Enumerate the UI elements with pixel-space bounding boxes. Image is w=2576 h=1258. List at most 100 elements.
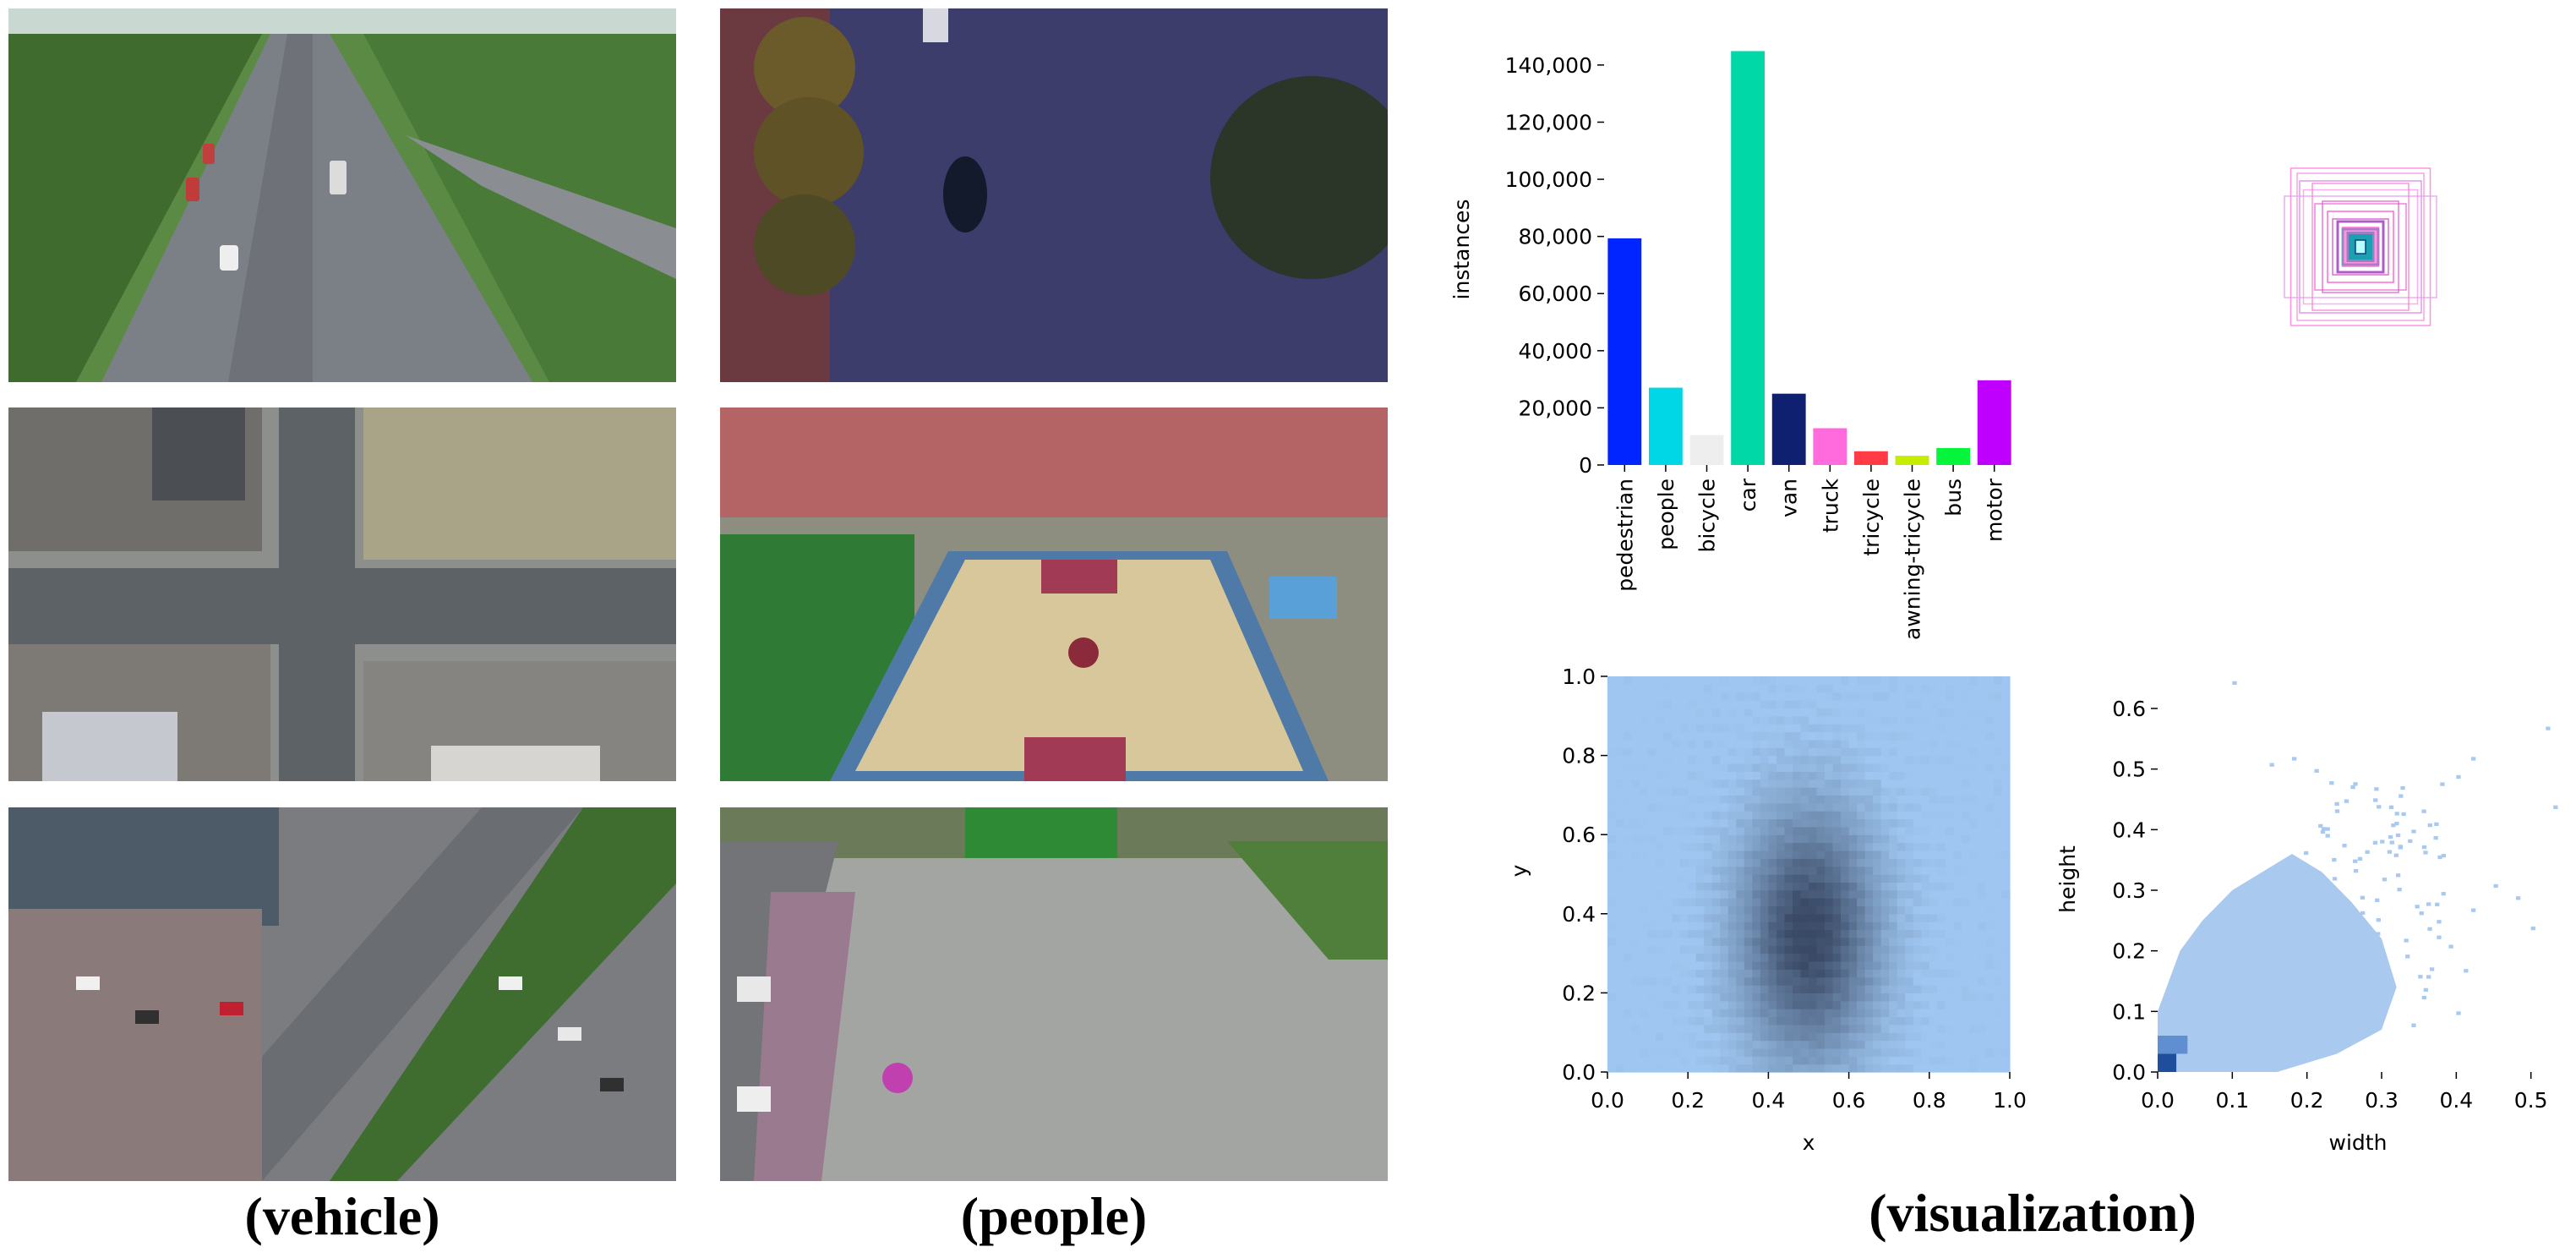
- heat-cell: [1889, 922, 1898, 931]
- heat-cell: [1969, 771, 1978, 780]
- heat-cell: [1736, 905, 1745, 915]
- x-tick-label-motor: motor: [1983, 478, 2007, 542]
- heat-cell: [1929, 700, 1938, 709]
- heat-cell: [1832, 985, 1842, 993]
- heat-cell: [1945, 1056, 1954, 1065]
- heat-cell: [1679, 993, 1689, 1002]
- heat-cell: [1768, 937, 1777, 946]
- heat-cell: [1841, 1024, 1850, 1033]
- heat-cell: [1800, 771, 1809, 780]
- heat-cell: [1993, 811, 2003, 820]
- heat-cell: [1768, 795, 1777, 804]
- heat-cell: [1937, 1064, 1946, 1073]
- heat-cell: [1929, 771, 1938, 780]
- heat-cell: [1825, 1000, 1834, 1009]
- heat-cell: [1993, 1064, 2003, 1073]
- heat-cell: [1961, 858, 1970, 867]
- heat-cell: [1889, 905, 1898, 915]
- heat-cell: [1720, 960, 1729, 970]
- heat-cell: [1695, 763, 1705, 772]
- heat-cell: [1993, 834, 2003, 844]
- heat-cell: [1640, 811, 1649, 820]
- heat-cell: [1624, 1000, 1633, 1009]
- heat-cell: [1720, 795, 1729, 804]
- heat-cell: [1792, 1000, 1802, 1009]
- heat-cell: [1913, 1056, 1922, 1065]
- heat-cell: [1647, 755, 1656, 764]
- heat-cell: [1905, 787, 1914, 796]
- heat-cell: [2001, 1024, 2011, 1033]
- heat-cell: [1873, 1024, 1882, 1033]
- heat-cell: [1760, 889, 1769, 899]
- heat-cell: [1688, 771, 1697, 780]
- heat-cell: [1816, 811, 1826, 820]
- heat-cell: [1624, 739, 1633, 748]
- bbox-rect: [2322, 200, 2399, 293]
- heat-cell: [1825, 708, 1834, 717]
- heat-cell: [1953, 755, 1962, 764]
- heat-cell: [1921, 1009, 1930, 1018]
- heat-cell: [1727, 889, 1737, 899]
- heat-cell: [1768, 1016, 1777, 1026]
- heat-cell: [1945, 1047, 1954, 1057]
- heat-cell: [1880, 929, 1890, 938]
- heat-cell: [1760, 985, 1769, 993]
- heat-cell: [1969, 976, 1978, 986]
- heat-cell: [1913, 850, 1922, 859]
- heat-cell: [1848, 898, 1858, 907]
- heat-cell: [1736, 755, 1745, 764]
- heat-cell: [1744, 779, 1753, 788]
- heat-cell: [1607, 953, 1617, 962]
- heat-cell: [1985, 889, 1995, 899]
- heat-cell: [1921, 818, 1930, 828]
- heat-cell: [1792, 922, 1802, 931]
- outlier-cell: [2388, 805, 2394, 809]
- heat-cell: [1607, 1040, 1617, 1049]
- heat-cell: [1977, 898, 1987, 907]
- y-tick-label: 0.6: [1562, 823, 1596, 847]
- heat-cell: [1848, 976, 1858, 986]
- outlier-cell: [2530, 927, 2535, 931]
- heat-cell: [1977, 1024, 1987, 1033]
- heat-cell: [1760, 1032, 1769, 1042]
- heat-cell: [1832, 700, 1842, 709]
- heat-cell: [1873, 715, 1882, 725]
- heat-cell: [1727, 953, 1737, 962]
- heat-cell: [1857, 747, 1866, 757]
- density-cell: [2395, 833, 2401, 838]
- heat-cell: [1784, 905, 1793, 915]
- heat-cell: [1945, 755, 1954, 764]
- heat-cell: [1776, 802, 1786, 812]
- heat-cell: [1768, 985, 1777, 993]
- heat-cell: [1961, 795, 1970, 804]
- heat-cell: [1672, 818, 1681, 828]
- heat-cell: [1905, 771, 1914, 780]
- heat-cell: [1953, 1016, 1962, 1026]
- heat-cell: [1760, 842, 1769, 851]
- heat-cell: [1615, 811, 1624, 820]
- heat-cell: [1969, 818, 1978, 828]
- heat-cell: [1969, 905, 1978, 915]
- heat-cell: [1624, 755, 1633, 764]
- heat-cell: [1825, 913, 1834, 922]
- heat-cell: [1768, 953, 1777, 962]
- heat-cell: [1953, 985, 1962, 993]
- density-cell: [2215, 970, 2220, 975]
- heat-cell: [1744, 802, 1753, 812]
- heat-cell: [1704, 1016, 1713, 1026]
- x-tick-label: 1.0: [1993, 1088, 2027, 1113]
- heat-cell: [1929, 993, 1938, 1002]
- heat-cell: [1615, 1040, 1624, 1049]
- heat-cell: [1792, 755, 1802, 764]
- heat-cell: [1656, 834, 1665, 844]
- heat-cell: [1985, 724, 1995, 733]
- heat-cell: [2001, 922, 2011, 931]
- heat-cell: [1985, 898, 1995, 907]
- heat-cell: [1727, 755, 1737, 764]
- heat-cell: [1768, 811, 1777, 820]
- y-tick-label: 0.5: [2112, 758, 2146, 782]
- density-cell: [2261, 958, 2266, 962]
- heat-cell: [1776, 1047, 1786, 1057]
- heat-cell: [1953, 922, 1962, 931]
- heat-cell: [1977, 889, 1987, 899]
